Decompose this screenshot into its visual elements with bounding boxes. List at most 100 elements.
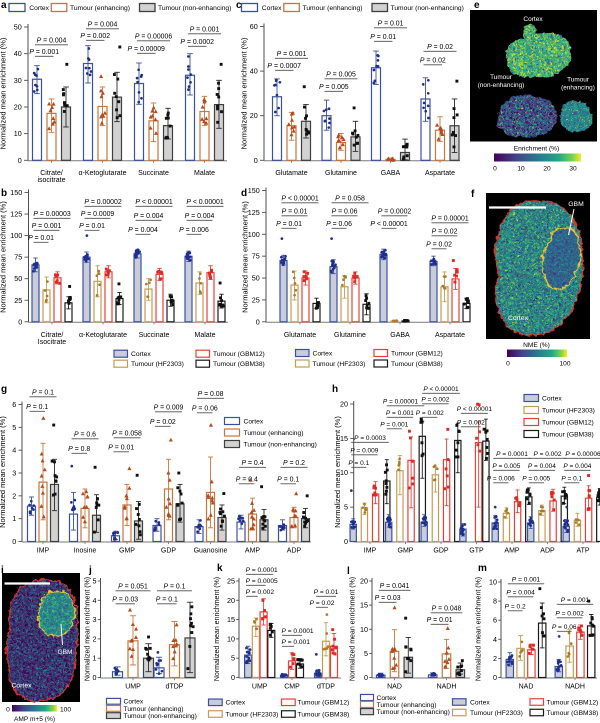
svg-text:10: 10 bbox=[340, 468, 348, 477]
svg-text:Enrichment (%): Enrichment (%) bbox=[514, 146, 559, 153]
svg-text:GABA: GABA bbox=[381, 170, 401, 177]
svg-text:k: k bbox=[217, 563, 223, 574]
svg-text:P = 0.002: P = 0.002 bbox=[421, 397, 449, 404]
svg-text:P = 0.06: P = 0.06 bbox=[326, 221, 352, 228]
svg-text:(enhancing): (enhancing) bbox=[561, 85, 595, 92]
svg-text:P = 0.001: P = 0.001 bbox=[190, 27, 220, 34]
svg-text:l: l bbox=[347, 566, 350, 577]
svg-text:P = 0.4: P = 0.4 bbox=[241, 460, 263, 467]
svg-text:Normalized mean enrichment (%): Normalized mean enrichment (%) bbox=[0, 416, 7, 528]
svg-text:Tumour (GBM12): Tumour (GBM12) bbox=[298, 700, 350, 707]
svg-text:NADH: NADH bbox=[565, 684, 585, 691]
svg-text:0: 0 bbox=[12, 537, 16, 546]
svg-text:1: 1 bbox=[12, 514, 16, 523]
svg-text:GDP: GDP bbox=[433, 548, 449, 555]
svg-text:d: d bbox=[241, 188, 247, 199]
svg-text:P = 0.001: P = 0.001 bbox=[29, 49, 59, 56]
svg-text:6: 6 bbox=[12, 400, 16, 409]
svg-text:P = 0.02: P = 0.02 bbox=[426, 242, 452, 249]
svg-text:AMP: AMP bbox=[245, 548, 261, 555]
svg-text:P = 0.001: P = 0.001 bbox=[282, 639, 311, 646]
svg-text:NAD: NAD bbox=[387, 684, 402, 691]
svg-text:GABA: GABA bbox=[390, 332, 410, 339]
svg-text:P = 0.002: P = 0.002 bbox=[555, 611, 584, 618]
svg-text:Normalized mean enrichment (%): Normalized mean enrichment (%) bbox=[240, 37, 249, 149]
svg-text:Tumour (GBM38): Tumour (GBM38) bbox=[542, 431, 594, 438]
svg-text:75: 75 bbox=[252, 252, 260, 261]
svg-text:0: 0 bbox=[364, 673, 368, 682]
svg-text:125: 125 bbox=[10, 210, 22, 219]
svg-text:P = 0.1: P = 0.1 bbox=[277, 477, 299, 484]
svg-text:2: 2 bbox=[493, 654, 497, 663]
svg-text:P = 0.0009: P = 0.0009 bbox=[81, 211, 115, 218]
svg-text:0: 0 bbox=[344, 537, 348, 546]
svg-text:Normalized mean enrichment (%): Normalized mean enrichment (%) bbox=[85, 577, 92, 681]
svg-text:e: e bbox=[474, 0, 480, 11]
svg-text:m: m bbox=[478, 563, 487, 574]
svg-text:Tumour (HF2303): Tumour (HF2303) bbox=[313, 361, 366, 368]
svg-text:25: 25 bbox=[14, 296, 22, 305]
svg-text:i: i bbox=[1, 565, 4, 576]
svg-text:P = 0.01: P = 0.01 bbox=[370, 34, 396, 41]
svg-text:20: 20 bbox=[340, 400, 348, 409]
svg-text:dTDP: dTDP bbox=[166, 684, 184, 691]
svg-text:0: 0 bbox=[93, 673, 97, 682]
svg-text:Tumour (enhancing): Tumour (enhancing) bbox=[124, 706, 184, 713]
svg-text:P = 0.2: P = 0.2 bbox=[505, 604, 526, 611]
svg-text:5: 5 bbox=[12, 423, 16, 432]
svg-text:Normalized mean enrichment (%): Normalized mean enrichment (%) bbox=[0, 201, 8, 313]
svg-text:P = 0.06: P = 0.06 bbox=[332, 209, 358, 216]
svg-text:P = 0.03: P = 0.03 bbox=[112, 597, 138, 604]
svg-text:Tumour (HF2303): Tumour (HF2303) bbox=[470, 710, 523, 717]
svg-text:P = 0.041: P = 0.041 bbox=[380, 583, 410, 590]
svg-text:10: 10 bbox=[517, 166, 525, 173]
svg-text:P = 0.002: P = 0.002 bbox=[533, 451, 561, 458]
svg-text:P = 0.1: P = 0.1 bbox=[348, 460, 369, 467]
svg-text:P = 0.002: P = 0.002 bbox=[457, 420, 485, 427]
svg-text:GDP: GDP bbox=[161, 548, 177, 555]
svg-text:P = 0.001: P = 0.001 bbox=[380, 422, 408, 429]
svg-text:2: 2 bbox=[93, 634, 97, 643]
svg-text:P = 0.00001: P = 0.00001 bbox=[431, 216, 469, 223]
svg-text:P = 0.004: P = 0.004 bbox=[134, 213, 164, 220]
svg-text:Normalized mean enrichment (%): Normalized mean enrichment (%) bbox=[476, 577, 483, 681]
svg-text:150: 150 bbox=[10, 188, 22, 197]
svg-text:10: 10 bbox=[360, 625, 368, 634]
svg-text:Cortex: Cortex bbox=[470, 699, 490, 706]
svg-text:P = 0.01: P = 0.01 bbox=[276, 221, 302, 228]
svg-text:30: 30 bbox=[569, 166, 577, 173]
svg-text:P = 0.1: P = 0.1 bbox=[26, 404, 48, 411]
svg-text:25: 25 bbox=[252, 295, 260, 304]
svg-text:P = 0.001: P = 0.001 bbox=[277, 51, 307, 58]
svg-text:GMP: GMP bbox=[119, 548, 135, 555]
svg-text:P = 0.004: P = 0.004 bbox=[128, 227, 158, 234]
svg-text:0: 0 bbox=[254, 156, 258, 165]
svg-text:P = 0.02: P = 0.02 bbox=[150, 419, 176, 426]
svg-text:0: 0 bbox=[256, 317, 260, 326]
svg-text:P = 0.1: P = 0.1 bbox=[156, 597, 178, 604]
svg-text:10: 10 bbox=[489, 578, 497, 587]
svg-text:P = 0.02: P = 0.02 bbox=[427, 44, 453, 51]
svg-text:P = 0.051: P = 0.051 bbox=[118, 584, 148, 591]
svg-text:Tumour (enhancing): Tumour (enhancing) bbox=[377, 702, 437, 709]
svg-text:Cortex: Cortex bbox=[244, 418, 264, 425]
svg-text:P = 0.01: P = 0.01 bbox=[282, 209, 308, 216]
svg-text:P = 0.1: P = 0.1 bbox=[561, 476, 582, 483]
svg-text:30: 30 bbox=[14, 76, 22, 85]
svg-text:P = 0.01: P = 0.01 bbox=[79, 223, 105, 230]
svg-text:4: 4 bbox=[12, 446, 16, 455]
svg-text:Succinate: Succinate bbox=[138, 170, 169, 177]
svg-text:100: 100 bbox=[10, 231, 22, 240]
svg-text:1: 1 bbox=[93, 654, 97, 663]
svg-text:P = 0.00006: P = 0.00006 bbox=[565, 451, 600, 458]
svg-text:P = 0.0005: P = 0.0005 bbox=[246, 578, 278, 585]
svg-text:f: f bbox=[471, 189, 475, 200]
svg-text:P = 0.002: P = 0.002 bbox=[246, 589, 275, 596]
svg-text:Cortex: Cortex bbox=[131, 351, 151, 358]
svg-text:Tumour (GBM38): Tumour (GBM38) bbox=[298, 711, 350, 718]
svg-text:Tumour (non-enhancing): Tumour (non-enhancing) bbox=[124, 713, 197, 720]
svg-text:100: 100 bbox=[559, 361, 570, 368]
svg-text:P = 0.009: P = 0.009 bbox=[154, 405, 184, 412]
svg-text:P = 0.001: P = 0.001 bbox=[512, 577, 541, 584]
svg-text:P = 0.004: P = 0.004 bbox=[528, 463, 556, 470]
